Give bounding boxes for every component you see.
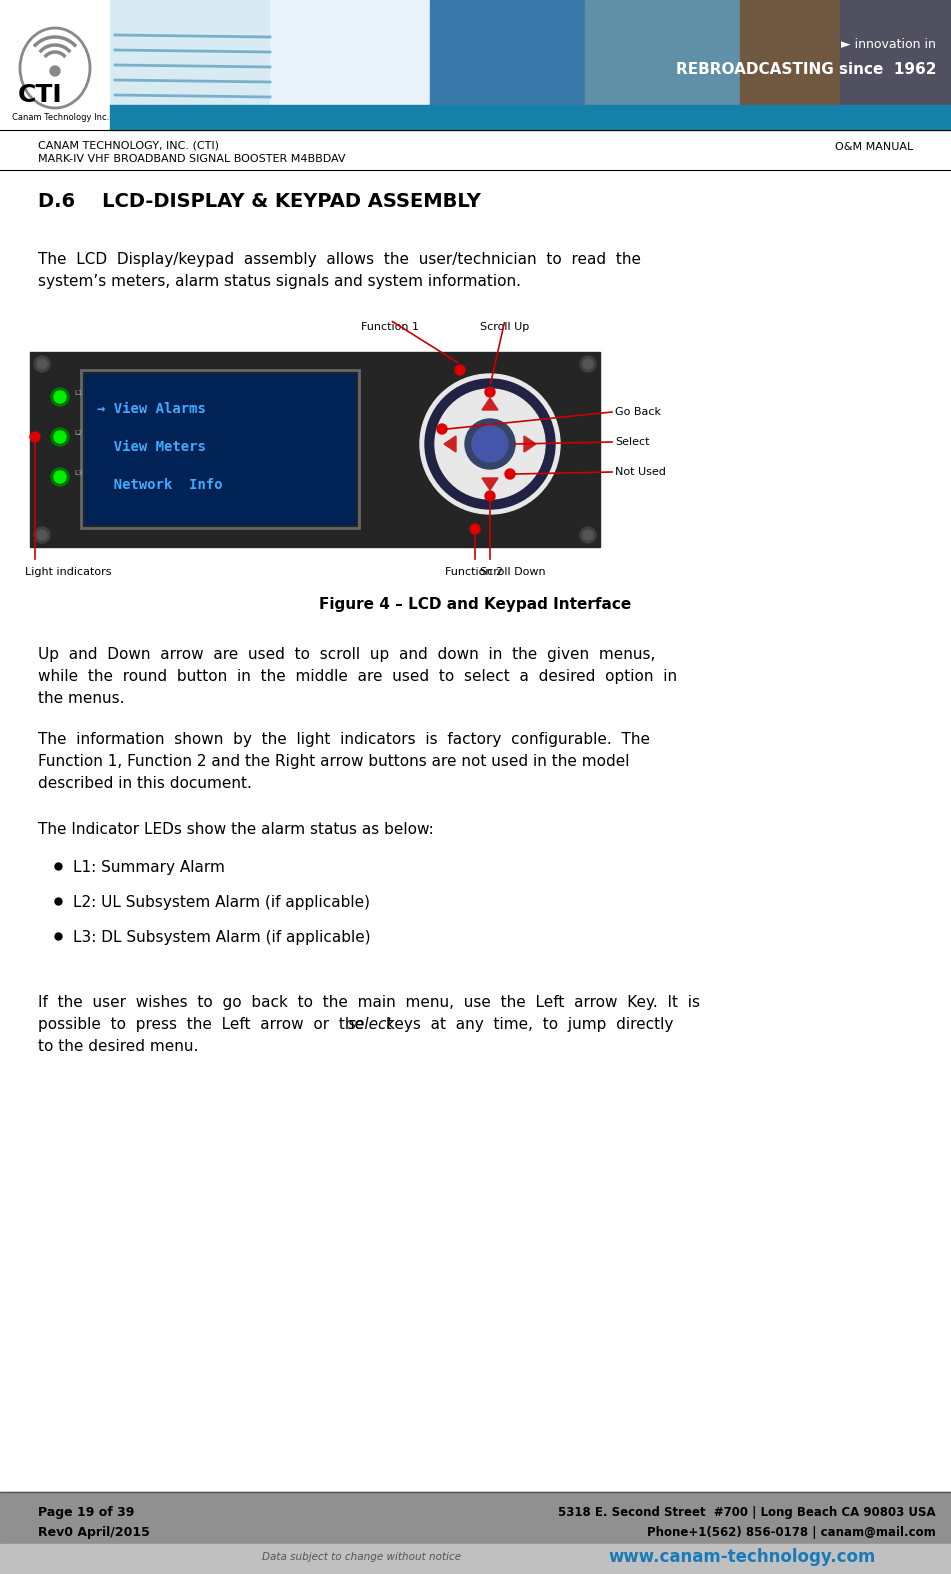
Text: Rev0 April/2015: Rev0 April/2015 (38, 1527, 150, 1539)
Circle shape (34, 356, 50, 371)
Bar (270, 0, 430, 105)
Circle shape (420, 375, 560, 515)
Text: L1: Summary Alarm: L1: Summary Alarm (73, 859, 224, 875)
Bar (0, 131, 951, 170)
Text: → View Alarms: → View Alarms (97, 401, 205, 416)
Circle shape (485, 491, 495, 501)
Circle shape (465, 419, 515, 469)
Circle shape (470, 524, 480, 534)
Text: L2: UL Subsystem Alarm (if applicable): L2: UL Subsystem Alarm (if applicable) (73, 896, 370, 910)
Text: Phone+1(562) 856-0178 | canam@mail.com: Phone+1(562) 856-0178 | canam@mail.com (648, 1527, 936, 1539)
Circle shape (485, 387, 495, 397)
Text: Not Used: Not Used (615, 467, 666, 477)
Circle shape (51, 389, 69, 406)
Circle shape (505, 439, 515, 449)
Text: Function 2: Function 2 (445, 567, 503, 578)
Bar (430, 0, 585, 105)
Circle shape (54, 431, 66, 442)
Text: to the desired menu.: to the desired menu. (38, 1039, 199, 1055)
Circle shape (437, 423, 447, 434)
Circle shape (505, 469, 515, 478)
Text: the menus.: the menus. (38, 691, 125, 707)
Bar (0, 1544, 951, 1574)
Bar (110, 105, 951, 131)
Text: keys  at  any  time,  to  jump  directly: keys at any time, to jump directly (386, 1017, 673, 1033)
Bar (110, 0, 951, 131)
Text: View Meters: View Meters (97, 441, 205, 453)
Circle shape (54, 390, 66, 403)
Bar (0, 1492, 951, 1544)
Text: The  information  shown  by  the  light  indicators  is  factory  configurable. : The information shown by the light indic… (38, 732, 650, 748)
Text: while  the  round  button  in  the  middle  are  used  to  select  a  desired  o: while the round button in the middle are… (38, 669, 677, 685)
Text: Data subject to change without notice: Data subject to change without notice (262, 1552, 461, 1561)
Bar (30, 353, 600, 548)
Circle shape (583, 359, 593, 368)
Text: described in this document.: described in this document. (38, 776, 252, 792)
Text: Function 1: Function 1 (361, 323, 419, 332)
Polygon shape (444, 436, 456, 452)
Text: Scroll Down: Scroll Down (480, 567, 546, 578)
Circle shape (425, 379, 555, 508)
Text: D.6    LCD-DISPLAY & KEYPAD ASSEMBLY: D.6 LCD-DISPLAY & KEYPAD ASSEMBLY (38, 192, 481, 211)
Bar (585, 0, 740, 105)
Circle shape (54, 471, 66, 483)
Text: Scroll Up: Scroll Up (480, 323, 530, 332)
Text: L1: L1 (74, 390, 83, 397)
Text: Figure 4 – LCD and Keypad Interface: Figure 4 – LCD and Keypad Interface (320, 597, 631, 612)
Text: L2: L2 (74, 430, 82, 436)
Text: Page 19 of 39: Page 19 of 39 (38, 1506, 134, 1519)
Circle shape (50, 66, 60, 76)
Text: select: select (348, 1017, 394, 1033)
Text: CTI: CTI (18, 83, 63, 107)
Text: Go Back: Go Back (615, 408, 661, 417)
Text: Network  Info: Network Info (97, 478, 223, 493)
Text: CANAM TECHNOLOGY, INC. (CTI): CANAM TECHNOLOGY, INC. (CTI) (38, 140, 219, 150)
Text: MARK-IV VHF BROADBAND SIGNAL BOOSTER M4BBDAV: MARK-IV VHF BROADBAND SIGNAL BOOSTER M4B… (38, 154, 345, 164)
Text: Light indicators: Light indicators (25, 567, 111, 578)
Circle shape (34, 527, 50, 543)
Circle shape (580, 356, 596, 371)
Text: possible  to  press  the  Left  arrow  or  the: possible to press the Left arrow or the (38, 1017, 364, 1033)
Circle shape (30, 431, 40, 442)
Circle shape (37, 530, 47, 540)
Circle shape (583, 530, 593, 540)
Polygon shape (524, 436, 536, 452)
Text: The  LCD  Display/keypad  assembly  allows  the  user/technician  to  read  the: The LCD Display/keypad assembly allows t… (38, 252, 641, 268)
Text: L3: L3 (74, 471, 83, 475)
Text: Select: Select (615, 438, 650, 447)
Polygon shape (482, 478, 498, 490)
Text: Function 1, Function 2 and the Right arrow buttons are not used in the model: Function 1, Function 2 and the Right arr… (38, 754, 630, 770)
Text: O&M MANUAL: O&M MANUAL (835, 142, 913, 153)
Bar (85, 375, 355, 524)
Bar (81, 370, 359, 527)
Circle shape (472, 427, 508, 463)
Circle shape (580, 527, 596, 543)
Circle shape (455, 365, 465, 375)
Text: 5318 E. Second Street  #700 | Long Beach CA 90803 USA: 5318 E. Second Street #700 | Long Beach … (558, 1506, 936, 1519)
Text: L3: DL Subsystem Alarm (if applicable): L3: DL Subsystem Alarm (if applicable) (73, 930, 371, 944)
Text: The Indicator LEDs show the alarm status as below:: The Indicator LEDs show the alarm status… (38, 822, 434, 837)
Text: ► innovation in: ► innovation in (841, 38, 936, 52)
Text: If  the  user  wishes  to  go  back  to  the  main  menu,  use  the  Left  arrow: If the user wishes to go back to the mai… (38, 995, 700, 1011)
Text: www.canam-technology.com: www.canam-technology.com (608, 1547, 876, 1566)
Bar (110, 0, 270, 105)
Circle shape (435, 389, 545, 499)
Text: Canam Technology Inc.: Canam Technology Inc. (12, 113, 109, 123)
Bar (840, 0, 951, 105)
Text: system’s meters, alarm status signals and system information.: system’s meters, alarm status signals an… (38, 274, 521, 290)
Circle shape (51, 428, 69, 445)
Polygon shape (482, 398, 498, 409)
Circle shape (51, 467, 69, 486)
Text: REBROADCASTING since  1962: REBROADCASTING since 1962 (675, 63, 936, 77)
Bar (0, 0, 110, 131)
Text: Up  and  Down  arrow  are  used  to  scroll  up  and  down  in  the  given  menu: Up and Down arrow are used to scroll up … (38, 647, 655, 663)
Circle shape (37, 359, 47, 368)
Bar (740, 0, 840, 105)
